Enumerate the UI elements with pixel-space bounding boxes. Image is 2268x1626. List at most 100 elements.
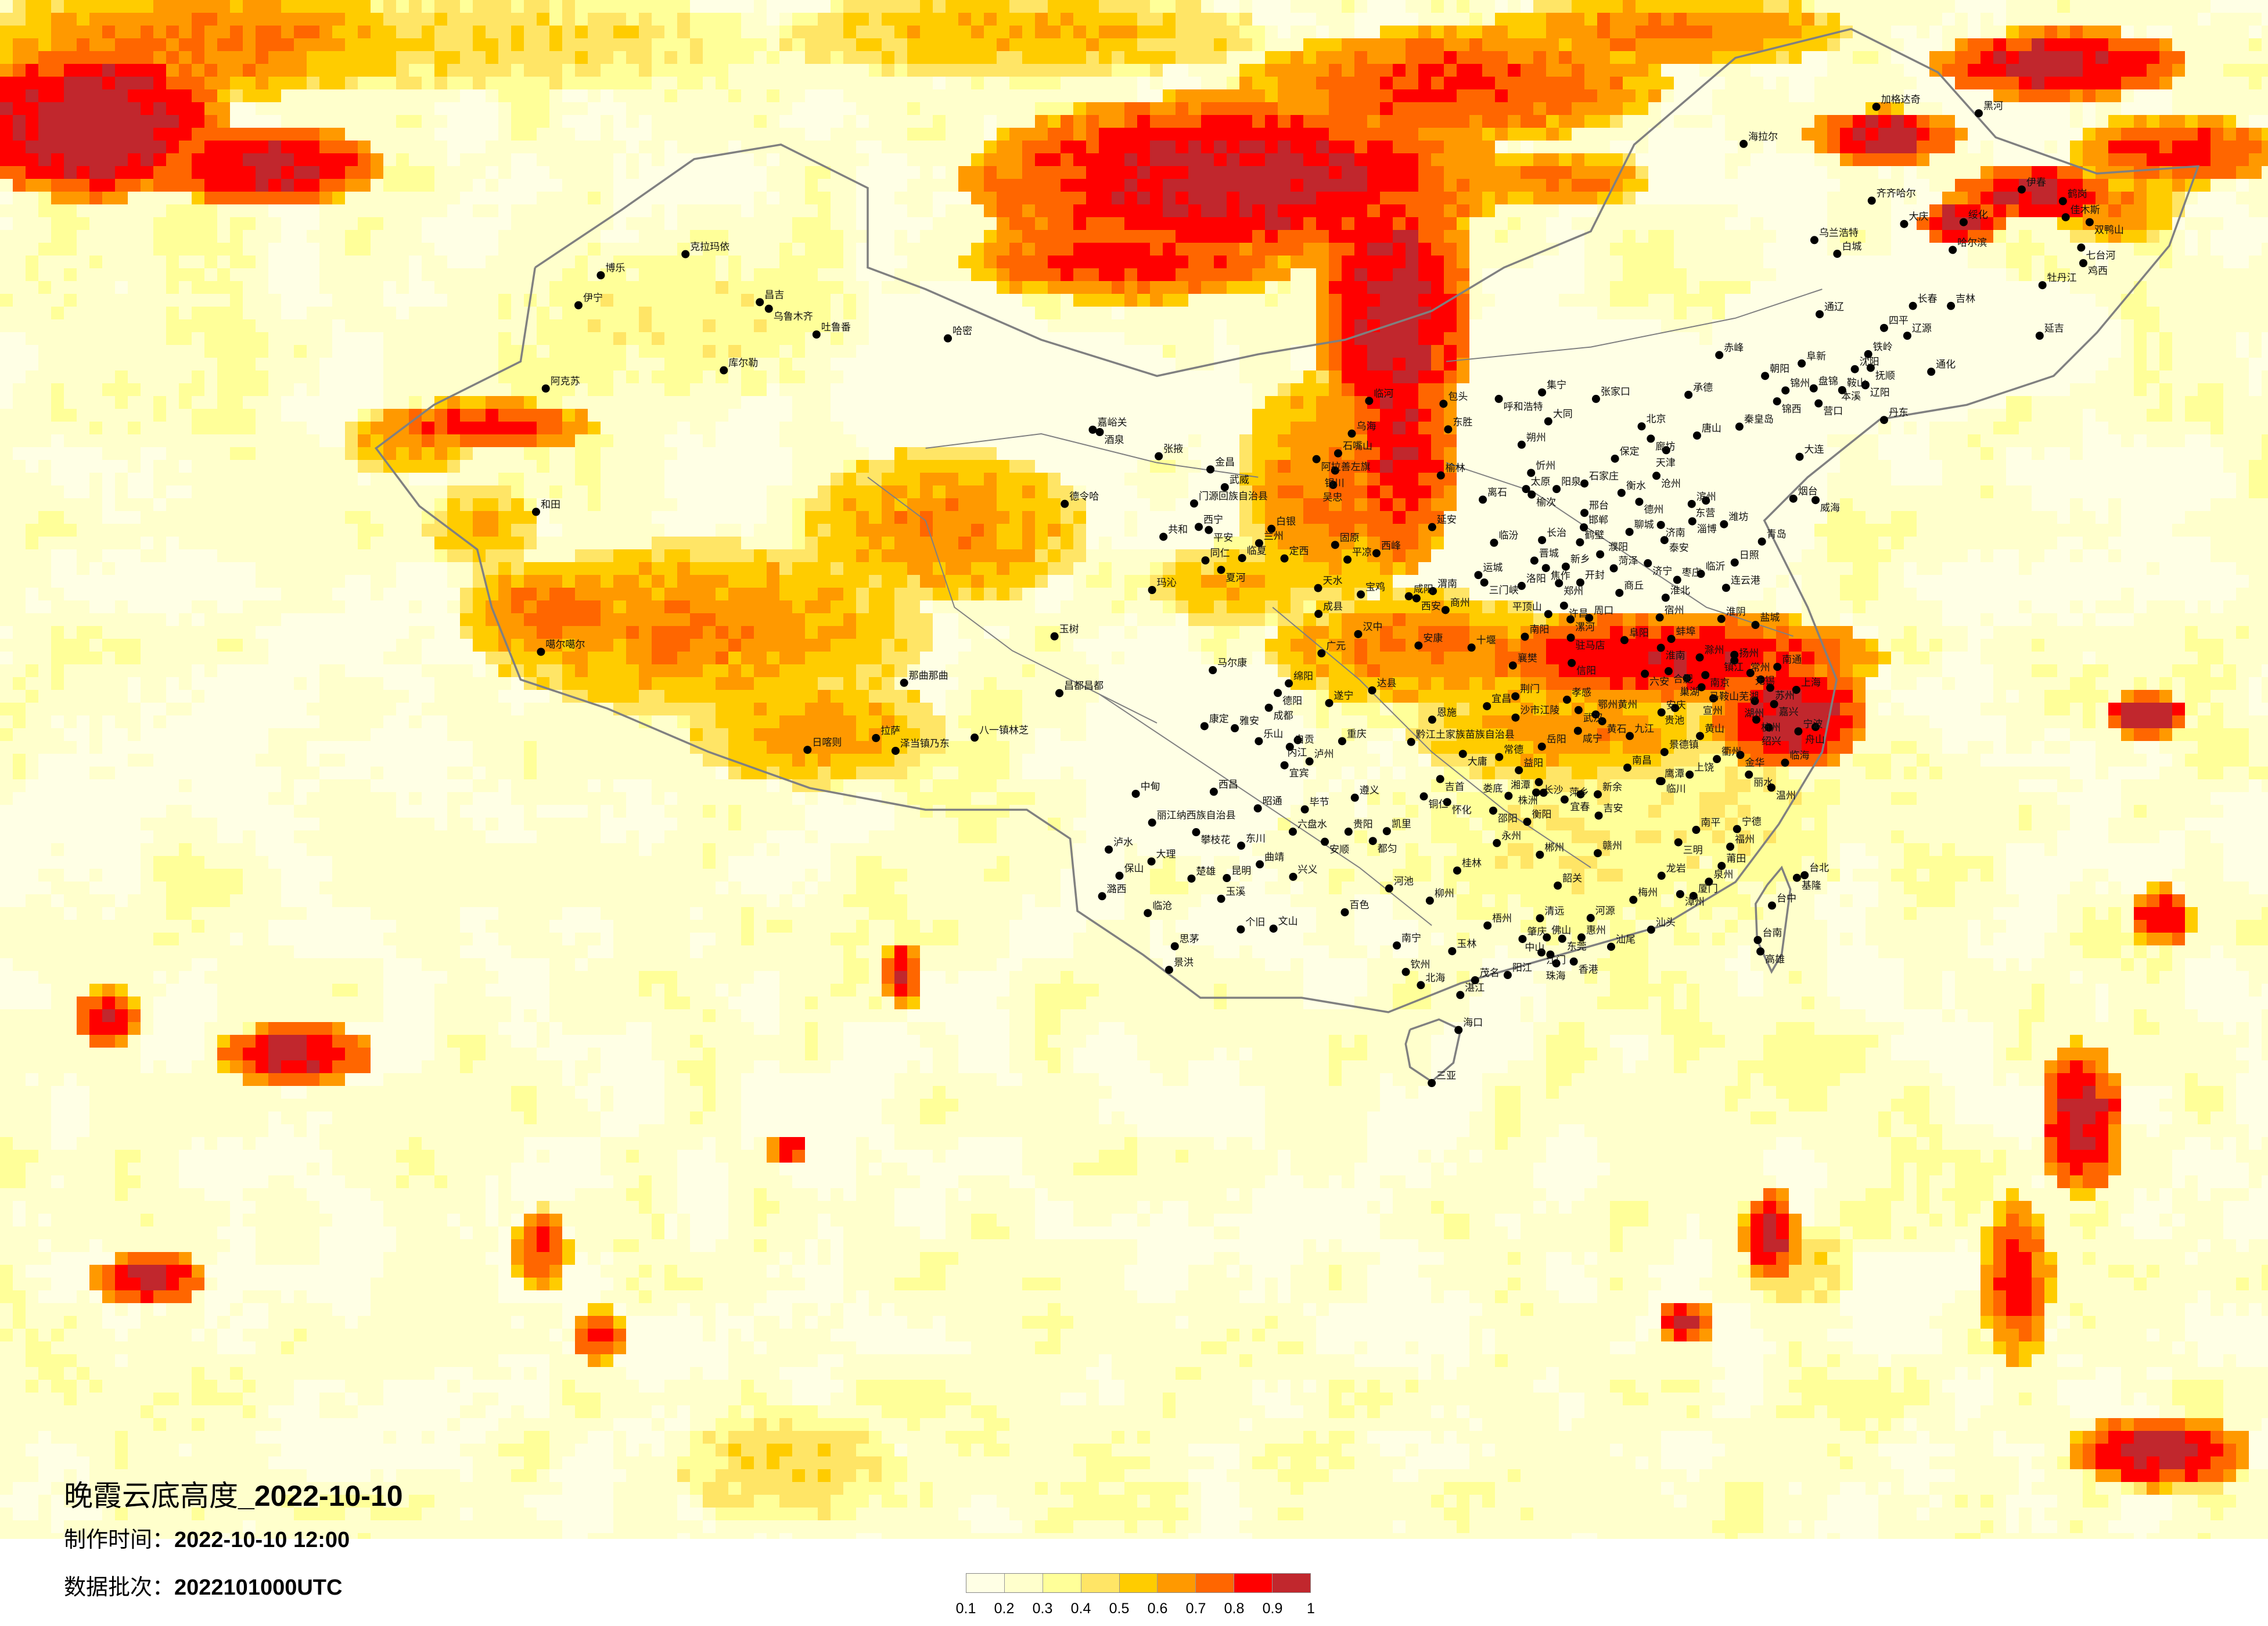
city-label: 鞍山 <box>1847 377 1867 389</box>
city-dot <box>1697 683 1706 692</box>
city-label: 阳泉 <box>1561 476 1581 488</box>
city-label: 常德 <box>1504 744 1523 756</box>
city-label: 吉林 <box>1956 293 1975 305</box>
city-label: 银川 <box>1325 477 1345 489</box>
city-dot <box>1518 934 1527 943</box>
city-label: 黄山 <box>1705 723 1724 735</box>
city-label: 钦州 <box>1411 959 1430 971</box>
city-label: 齐齐哈尔 <box>1877 188 1916 200</box>
city-dot <box>1900 220 1908 228</box>
city-label: 吐鲁番 <box>821 322 851 333</box>
city-label: 朝阳 <box>1770 363 1789 375</box>
city-dot <box>1428 523 1436 531</box>
city-dot <box>1340 908 1349 916</box>
city-label: 大庸 <box>1468 756 1487 768</box>
city-label: 集宁 <box>1547 380 1566 391</box>
city-label: 德阳 <box>1282 695 1302 707</box>
city-dot <box>1664 667 1673 675</box>
city-label: 莆田 <box>1726 853 1746 865</box>
colorbar-swatch <box>1158 1574 1196 1592</box>
city-dot <box>1544 417 1552 426</box>
city-label: 菏泽 <box>1619 556 1638 567</box>
colorbar-tick-label: 0.8 <box>1224 1600 1245 1617</box>
city-label: 定西 <box>1289 546 1309 557</box>
city-label: 三亚 <box>1436 1070 1456 1082</box>
city-dot <box>1795 452 1804 461</box>
city-dot <box>1596 550 1605 559</box>
city-dot <box>1164 966 1173 974</box>
city-label: 营口 <box>1823 406 1843 418</box>
city-dot <box>1561 562 1570 571</box>
city-dot <box>764 304 773 313</box>
city-dot <box>1864 350 1872 358</box>
city-dot <box>1264 703 1273 712</box>
city-dot <box>1231 724 1239 733</box>
city-dot <box>1606 942 1615 951</box>
city-dot <box>1879 323 1888 332</box>
city-label: 东胜 <box>1453 416 1472 428</box>
country-border <box>374 27 2200 1013</box>
city-dot <box>1436 775 1444 783</box>
city-label: 宜春 <box>1570 801 1590 813</box>
colorbar-tick-label: 0.4 <box>1070 1600 1091 1617</box>
city-dot <box>1660 536 1669 545</box>
data-batch: 数据批次：2022101000UTC <box>64 1569 342 1601</box>
city-dot <box>1735 422 1744 431</box>
city-dot <box>1269 924 1278 933</box>
city-dot <box>1255 737 1263 746</box>
city-label: 惠州 <box>1586 924 1606 936</box>
province-border <box>1272 607 1591 868</box>
city-label: 盐城 <box>1760 612 1780 624</box>
city-label: 合肥 <box>1673 674 1693 685</box>
city-label: 绵阳 <box>1293 671 1313 682</box>
colorbar-legend <box>966 1573 1311 1593</box>
city-label: 鄂州黄州 <box>1598 699 1637 711</box>
city-dot <box>1766 684 1774 692</box>
city-dot <box>1576 578 1584 587</box>
city-dot <box>1656 643 1665 652</box>
city-label: 梧州 <box>1492 913 1512 924</box>
city-label: 商州 <box>1450 597 1470 609</box>
city-label: 临沧 <box>1152 900 1172 912</box>
city-label: 郴州 <box>1544 842 1564 854</box>
city-label: 娄底 <box>1483 783 1503 795</box>
city-dot <box>1617 488 1626 497</box>
title-separator: _ <box>238 1480 254 1512</box>
city-dot <box>1538 388 1547 397</box>
city-label: 周口 <box>1594 605 1613 617</box>
city-dot <box>1647 925 1655 934</box>
city-label: 衢州 <box>1721 746 1741 758</box>
city-dot <box>1879 416 1888 425</box>
city-dot <box>1504 792 1513 800</box>
city-dot <box>1730 656 1739 665</box>
city-label: 景德镇 <box>1669 739 1699 751</box>
city-dot <box>1407 738 1415 746</box>
made-time: 制作时间：2022-10-10 12:00 <box>64 1521 350 1553</box>
city-dot <box>1454 1026 1463 1034</box>
cloud-base-height-raster <box>0 0 2268 1539</box>
city-dot <box>1773 397 1781 406</box>
city-dot <box>1947 301 1956 310</box>
city-dot <box>1574 706 1583 714</box>
city-label: 中山 <box>1525 942 1544 954</box>
city-dot <box>1794 727 1803 736</box>
city-dot <box>1655 613 1664 622</box>
city-dot <box>1717 614 1726 623</box>
city-dot <box>1189 499 1198 508</box>
city-label: 潞西 <box>1107 883 1127 895</box>
city-dot <box>1385 884 1393 893</box>
city-label: 江门 <box>1546 955 1566 966</box>
city-label: 湘潭 <box>1511 780 1530 792</box>
city-dot <box>1490 538 1498 547</box>
city-dot <box>1580 509 1589 517</box>
city-dot <box>1471 976 1479 984</box>
city-dot <box>1577 933 1586 942</box>
city-dot <box>1620 636 1629 645</box>
city-label: 临河 <box>1374 388 1393 400</box>
city-dot <box>1412 594 1421 603</box>
city-label: 康定 <box>1209 713 1229 725</box>
city-label: 邯郸 <box>1588 515 1608 526</box>
city-dot <box>1689 891 1698 900</box>
city-label: 商丘 <box>1624 580 1644 592</box>
city-dot <box>1532 788 1541 797</box>
